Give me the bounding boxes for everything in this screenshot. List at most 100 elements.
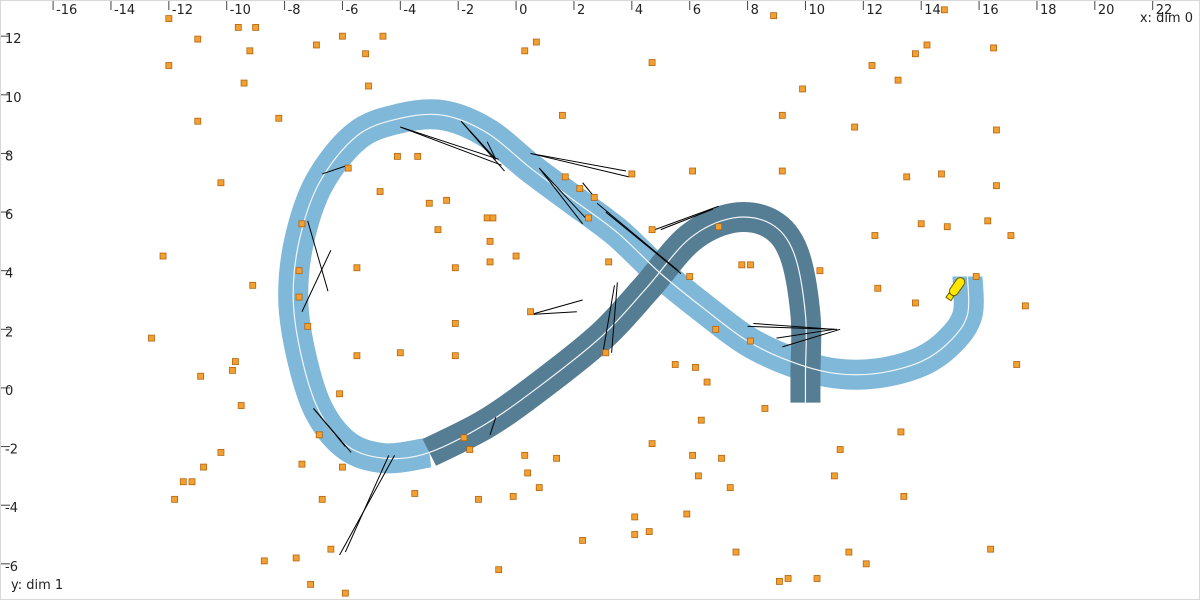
point-marker <box>249 281 257 289</box>
point-marker <box>341 589 349 597</box>
sensor-ray <box>400 126 499 160</box>
point-marker <box>1007 232 1015 239</box>
point-marker <box>240 79 248 87</box>
y-tick-label: -2 <box>5 443 18 458</box>
x-tick-label: 8 <box>751 3 759 18</box>
point-marker <box>344 164 352 172</box>
point-marker <box>521 47 529 55</box>
x-tick-label: 4 <box>635 3 643 18</box>
point-marker <box>761 405 769 412</box>
point-marker <box>718 454 725 462</box>
point-marker <box>509 493 517 500</box>
point-marker <box>295 293 303 301</box>
point-marker <box>561 173 569 181</box>
point-marker <box>938 170 945 178</box>
point-marker <box>179 478 187 486</box>
point-marker <box>379 32 387 40</box>
point-marker <box>200 463 207 471</box>
point-marker <box>683 510 691 518</box>
point-marker <box>984 217 992 225</box>
point-marker <box>813 575 821 582</box>
point-marker <box>1013 361 1021 368</box>
point-marker <box>917 220 925 228</box>
x-tick-label: 6 <box>693 3 701 18</box>
x-tick-label: 22 <box>1156 3 1173 18</box>
point-marker <box>776 578 783 585</box>
x-tick-label: 12 <box>866 3 883 18</box>
sensor-ray <box>654 205 719 231</box>
point-marker <box>738 261 746 269</box>
y-axis-label: y: dim 1 <box>11 578 64 593</box>
y-tick-label: 4 <box>5 267 13 282</box>
point-marker <box>535 484 543 492</box>
point-marker <box>466 446 474 453</box>
sensor-ray <box>530 152 630 178</box>
point-marker <box>836 446 844 453</box>
sensor-ray <box>313 408 352 453</box>
point-marker <box>1021 302 1029 310</box>
point-marker <box>339 32 346 40</box>
sensor-ray <box>460 120 497 160</box>
track-band <box>278 99 984 474</box>
point-marker <box>993 126 1000 134</box>
point-marker <box>923 41 931 49</box>
point-marker <box>159 252 167 260</box>
sensor-ray <box>602 285 615 353</box>
point-marker <box>585 214 592 222</box>
point-marker <box>298 220 306 228</box>
point-marker <box>292 554 300 562</box>
point-marker <box>576 185 584 193</box>
point-marker <box>697 416 705 424</box>
x-tick-label: -4 <box>403 3 416 18</box>
point-marker <box>628 170 636 178</box>
sensor-ray <box>322 164 349 175</box>
point-marker <box>799 85 806 93</box>
y-tick-label: 10 <box>5 91 22 106</box>
point-marker <box>197 372 205 380</box>
point-marker <box>686 273 694 280</box>
sensor-ray <box>530 299 583 316</box>
point-marker <box>295 267 303 275</box>
sensor-ray <box>530 152 627 172</box>
point-marker <box>495 566 503 574</box>
point-marker <box>605 258 613 266</box>
point-marker <box>414 152 422 160</box>
y-tick-label: 6 <box>5 208 13 223</box>
point-marker <box>231 358 239 365</box>
point-marker <box>747 261 754 269</box>
point-marker <box>353 352 361 360</box>
point-marker <box>443 196 451 204</box>
sensor-ray <box>753 322 835 330</box>
point-marker <box>747 337 754 345</box>
point-marker <box>648 440 656 448</box>
point-marker <box>553 454 560 462</box>
point-marker <box>376 188 384 195</box>
point-marker <box>912 299 919 307</box>
point-marker <box>237 402 245 409</box>
point-marker <box>732 548 740 556</box>
point-marker <box>411 490 419 497</box>
point-marker <box>353 264 361 272</box>
point-marker <box>851 123 859 131</box>
point-marker <box>304 322 312 330</box>
x-tick-label: 18 <box>1040 3 1057 18</box>
x-tick-label: -16 <box>56 3 77 18</box>
sensor-rays <box>301 120 841 556</box>
x-tick-label: 0 <box>519 3 527 18</box>
point-marker <box>483 214 491 222</box>
point-marker <box>943 223 951 231</box>
point-marker <box>307 580 315 588</box>
point-marker <box>460 434 468 442</box>
y-tick-label: -4 <box>5 501 18 516</box>
point-marker <box>631 513 639 521</box>
point-marker <box>845 548 853 556</box>
point-marker <box>339 463 346 471</box>
agent[interactable] <box>945 276 967 302</box>
point-marker <box>862 560 870 568</box>
point-marker <box>726 484 734 492</box>
point-marker <box>897 428 905 436</box>
x-tick-label: -2 <box>461 3 474 18</box>
point-marker <box>217 449 225 456</box>
